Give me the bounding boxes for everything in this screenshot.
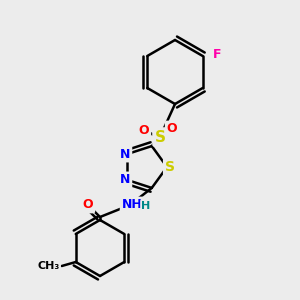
- Text: NH: NH: [122, 199, 142, 212]
- Text: N: N: [120, 173, 130, 186]
- Text: CH₃: CH₃: [38, 261, 60, 271]
- Text: O: O: [83, 199, 93, 212]
- Text: S: S: [154, 130, 166, 145]
- Text: S: S: [165, 160, 175, 174]
- Text: O: O: [139, 124, 149, 137]
- Text: H: H: [141, 201, 151, 211]
- Text: F: F: [212, 47, 221, 61]
- Text: N: N: [120, 148, 130, 160]
- Text: O: O: [167, 122, 177, 136]
